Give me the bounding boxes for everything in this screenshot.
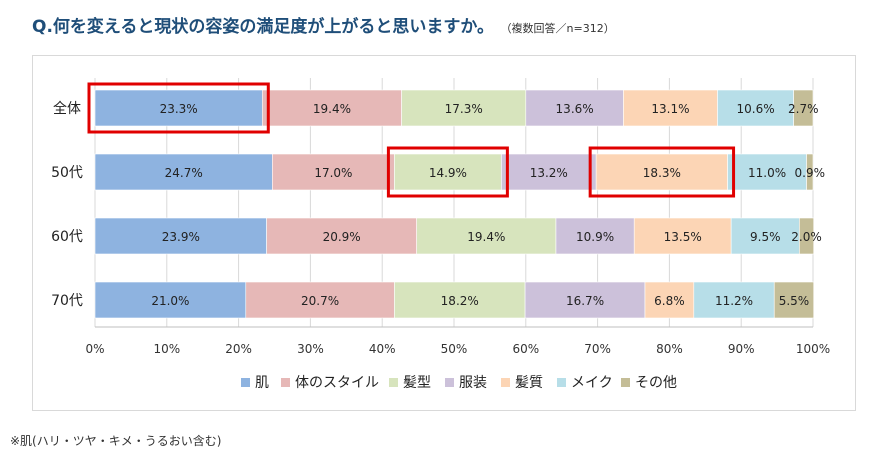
- data-label: 2.7%: [788, 102, 819, 116]
- bar-segment: [416, 217, 557, 255]
- legend-label: その他: [635, 375, 677, 391]
- bar-segment: [525, 89, 624, 127]
- bar-segment: [644, 281, 695, 319]
- chart-title: Q.何を変えると現状の容姿の満足度が上がると思いますか。: [32, 17, 495, 37]
- bar-segment: [524, 281, 646, 319]
- legend-swatch: [241, 378, 250, 387]
- x-tick-label: 90%: [728, 342, 755, 356]
- category-label: 50代: [51, 165, 83, 181]
- category-label: 全体: [53, 100, 81, 117]
- x-tick-label: 70%: [584, 342, 611, 356]
- bar-segment: [793, 89, 814, 127]
- bar-segment: [272, 153, 395, 191]
- x-tick-label: 100%: [796, 342, 830, 356]
- x-tick-label: 60%: [512, 342, 539, 356]
- legend-swatch: [621, 378, 630, 387]
- bar-segment: [94, 153, 273, 191]
- legend-label: 服装: [459, 375, 487, 391]
- category-label: 60代: [51, 229, 83, 245]
- legend-label: 髪質: [515, 375, 543, 391]
- data-label: 20.9%: [323, 230, 361, 244]
- bar-segment: [623, 89, 718, 127]
- data-label: 9.5%: [750, 230, 781, 244]
- legend-swatch: [389, 378, 398, 387]
- data-label: 20.7%: [301, 294, 339, 308]
- x-tick-label: 10%: [153, 342, 180, 356]
- legend-label: 髪型: [403, 375, 431, 391]
- data-label: 17.0%: [314, 166, 352, 180]
- data-label: 5.5%: [779, 294, 810, 308]
- bar-segment: [401, 89, 527, 127]
- bar-segment: [501, 153, 597, 191]
- chart-frame: 0% 10% 20% 30% 40% 50% 60% 70% 80% 90% 100% 全体 23.3%…: [32, 55, 856, 411]
- bar-segment: [555, 217, 635, 255]
- data-label: 11.0%: [748, 166, 786, 180]
- bar-segment: [245, 281, 395, 319]
- x-tick-label: 50%: [441, 342, 468, 356]
- x-tick-label: 40%: [369, 342, 396, 356]
- bar-segment: [94, 281, 247, 319]
- bar-segment: [727, 153, 807, 191]
- footnote: ※肌(ハリ・ツヤ・キメ・うるおい含む): [10, 434, 222, 448]
- highlight-box: [588, 146, 736, 198]
- x-tick-label: 80%: [656, 342, 683, 356]
- data-label: 17.3%: [445, 102, 483, 116]
- legend-label: メイク: [571, 375, 613, 391]
- legend-swatch: [445, 378, 454, 387]
- highlight-box: [87, 82, 270, 134]
- bar-segment: [394, 281, 526, 319]
- data-label: 2.0%: [791, 230, 822, 244]
- legend-swatch: [557, 378, 566, 387]
- bar-segment: [266, 217, 417, 255]
- data-label: 10.6%: [736, 102, 774, 116]
- bar-segment: [394, 153, 502, 191]
- data-label: 23.9%: [162, 230, 200, 244]
- data-label: 10.9%: [576, 230, 614, 244]
- data-label: 14.9%: [429, 166, 467, 180]
- highlight-box: [386, 146, 509, 198]
- data-label: 19.4%: [467, 230, 505, 244]
- x-tick-label: 20%: [225, 342, 252, 356]
- bar-segment: [717, 89, 794, 127]
- data-label: 19.4%: [313, 102, 351, 116]
- data-label: 23.3%: [160, 102, 198, 116]
- data-label: 11.2%: [715, 294, 753, 308]
- data-label: 16.7%: [566, 294, 604, 308]
- title-row: Q.何を変えると現状の容姿の満足度が上がると思いますか。 （複数回答／n=312）: [32, 12, 872, 40]
- bar-segment: [94, 89, 263, 127]
- data-label: 18.2%: [441, 294, 479, 308]
- data-label: 18.3%: [643, 166, 681, 180]
- data-label: 13.5%: [664, 230, 702, 244]
- legend-label: 体のスタイル: [295, 375, 379, 391]
- data-label: 6.8%: [654, 294, 685, 308]
- data-label: 13.1%: [651, 102, 689, 116]
- legend-label: 肌: [255, 375, 269, 391]
- bar-segment: [595, 153, 728, 191]
- data-label: 13.6%: [556, 102, 594, 116]
- legend-swatch: [501, 378, 510, 387]
- x-tick-label: 0%: [85, 342, 104, 356]
- category-label: 70代: [51, 293, 83, 309]
- bar-segment: [806, 153, 814, 191]
- bar-segment: [94, 217, 267, 255]
- legend-swatch: [281, 378, 290, 387]
- data-label: 13.2%: [530, 166, 568, 180]
- stacked-bar-chart: 0% 10% 20% 30% 40% 50% 60% 70% 80% 90% 100% 全体 23.3%…: [51, 78, 830, 391]
- bar-segment: [633, 217, 732, 255]
- x-tick-label: 30%: [297, 342, 324, 356]
- chart-subtitle: （複数回答／n=312）: [506, 22, 615, 35]
- bar-segment: [261, 89, 402, 127]
- data-label: 24.7%: [165, 166, 203, 180]
- data-label: 21.0%: [151, 294, 189, 308]
- data-label: 0.9%: [795, 166, 826, 180]
- bar-segment: [693, 281, 775, 319]
- bar-segment: [799, 217, 815, 255]
- bar-segment: [773, 281, 815, 319]
- bar-segment: [730, 217, 800, 255]
